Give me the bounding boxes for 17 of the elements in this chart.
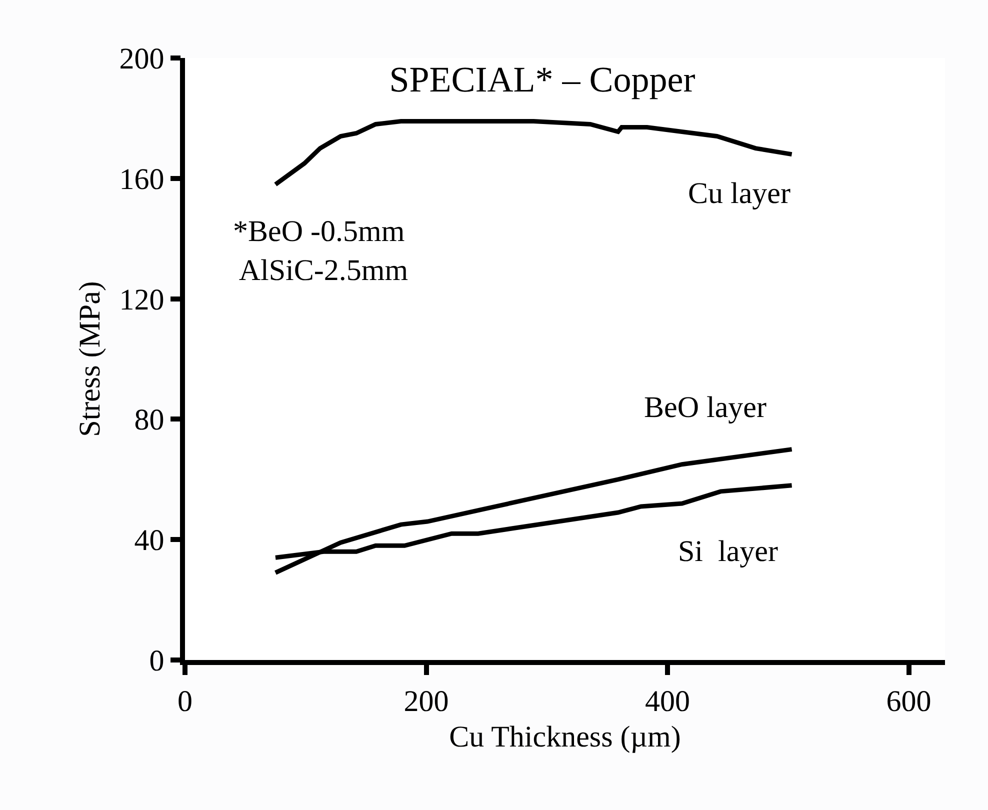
x-tick-label: 600 xyxy=(886,684,932,718)
y-tick-label: 120 xyxy=(119,283,164,316)
y-tick-label: 40 xyxy=(134,524,164,558)
y-axis-title: Stress (MPa) xyxy=(73,281,106,437)
chart-title: SPECIAL* – Copper xyxy=(389,60,696,100)
series-label: Si layer xyxy=(678,535,778,568)
series-label: Cu layer xyxy=(688,177,790,210)
series-label: BeO layer xyxy=(644,391,766,424)
x-tick-label: 400 xyxy=(645,684,690,718)
annotation: *BeO -0.5mm AlSiC-2.5mm xyxy=(233,215,408,287)
y-tick-label: 0 xyxy=(149,644,164,678)
y-tick-label: 80 xyxy=(134,404,164,437)
y-tick-label: 200 xyxy=(119,42,164,76)
x-tick-label: 200 xyxy=(404,684,449,718)
y-tick-label: 160 xyxy=(119,162,164,196)
x-tick-label: 0 xyxy=(178,684,192,718)
x-axis-title: Cu Thickness (µm) xyxy=(449,720,681,754)
